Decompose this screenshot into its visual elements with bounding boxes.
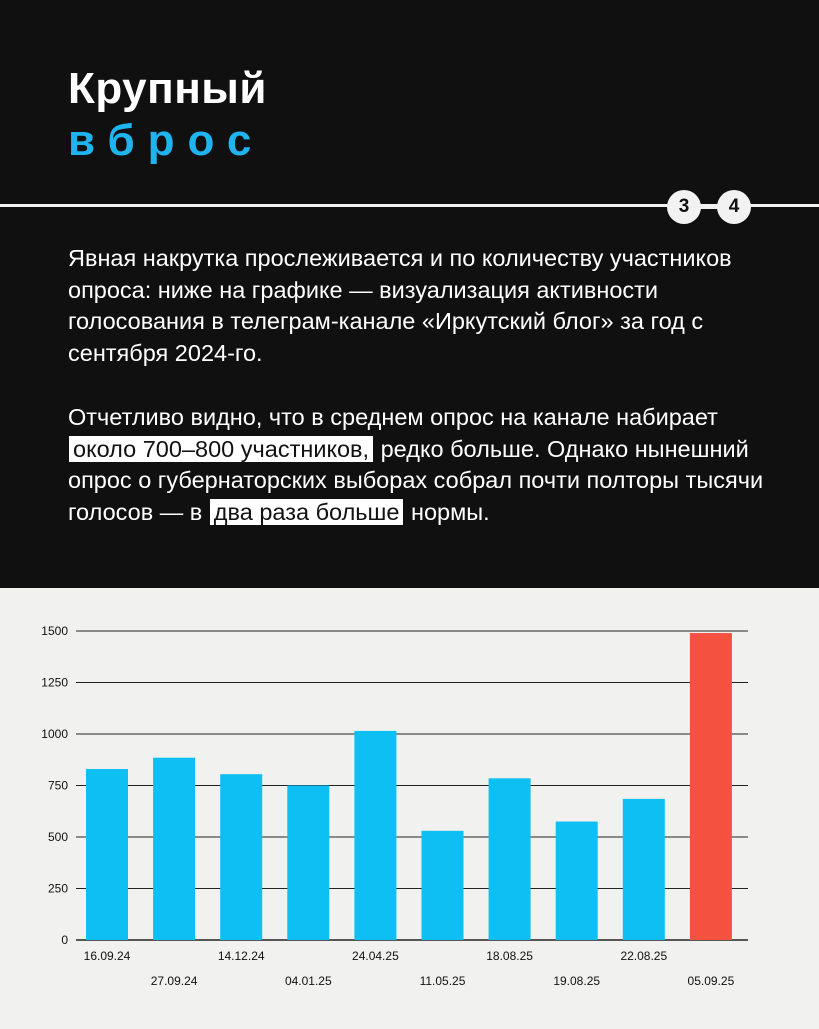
highlight-participants: около 700–800 участников, (69, 435, 374, 462)
x-tick-label: 04.01.25 (285, 974, 332, 988)
x-tick-label: 11.05.25 (420, 974, 466, 988)
divider (0, 204, 819, 207)
y-tick-label: 250 (48, 882, 68, 896)
x-tick-label: 27.09.24 (151, 974, 198, 988)
y-tick-label: 0 (61, 933, 68, 947)
highlight-double: два раза больше (209, 498, 404, 525)
pager-dash (697, 205, 721, 209)
page-title: Крупный (68, 64, 267, 113)
pager-current: 3 (667, 190, 701, 224)
paragraph-2-part-a: Отчетливо видно, что в среднем опрос на … (68, 404, 718, 430)
paragraph-2-part-c: нормы. (411, 498, 490, 525)
bar-27.09.24 (153, 757, 196, 940)
y-tick-label: 500 (48, 830, 68, 844)
y-tick-label: 1250 (41, 676, 68, 690)
x-tick-label: 14.12.24 (218, 949, 265, 963)
pager-total: 4 (717, 190, 751, 224)
bar-11.05.25 (421, 830, 464, 940)
header-panel: Крупный вброс 3 4 Явная накрутка прослеж… (0, 0, 819, 588)
paragraph-2-part-b: редко больше. Однако нынешний опрос о гу… (68, 435, 764, 525)
bar-05.09.25 (689, 633, 732, 940)
x-tick-label: 05.09.25 (688, 974, 735, 988)
bar-19.08.25 (555, 821, 598, 940)
x-tick-label: 24.04.25 (352, 949, 399, 963)
x-tick-label: 19.08.25 (553, 974, 600, 988)
x-tick-label: 18.08.25 (486, 949, 533, 963)
bar-04.01.25 (287, 785, 330, 940)
paragraph-2: Отчетливо видно, что в среднем опрос на … (68, 402, 788, 528)
x-tick-label: 22.08.25 (620, 949, 667, 963)
chart-area: 0 250 500 750 1000 1250 1500 16.09.24 27.09.24 14… (0, 588, 819, 1024)
y-tick-label: 750 (48, 779, 68, 793)
bar-chart: 0 250 500 750 1000 1250 1500 16.09.24 27.09.24 14… (41, 624, 748, 988)
bar-14.12.24 (220, 774, 263, 940)
bar-18.08.25 (488, 778, 531, 940)
page-subtitle: вброс (68, 116, 265, 165)
y-tick-label: 1500 (41, 624, 68, 638)
paragraph-1: Явная накрутка прослеживается и по колич… (68, 245, 732, 366)
bar-16.09.24 (86, 769, 128, 940)
bar-22.08.25 (622, 798, 665, 940)
y-tick-label: 1000 (41, 727, 68, 741)
bar-24.04.25 (354, 730, 397, 940)
x-tick-label: 16.09.24 (84, 949, 131, 963)
page-indicator: 3 4 (667, 190, 751, 224)
